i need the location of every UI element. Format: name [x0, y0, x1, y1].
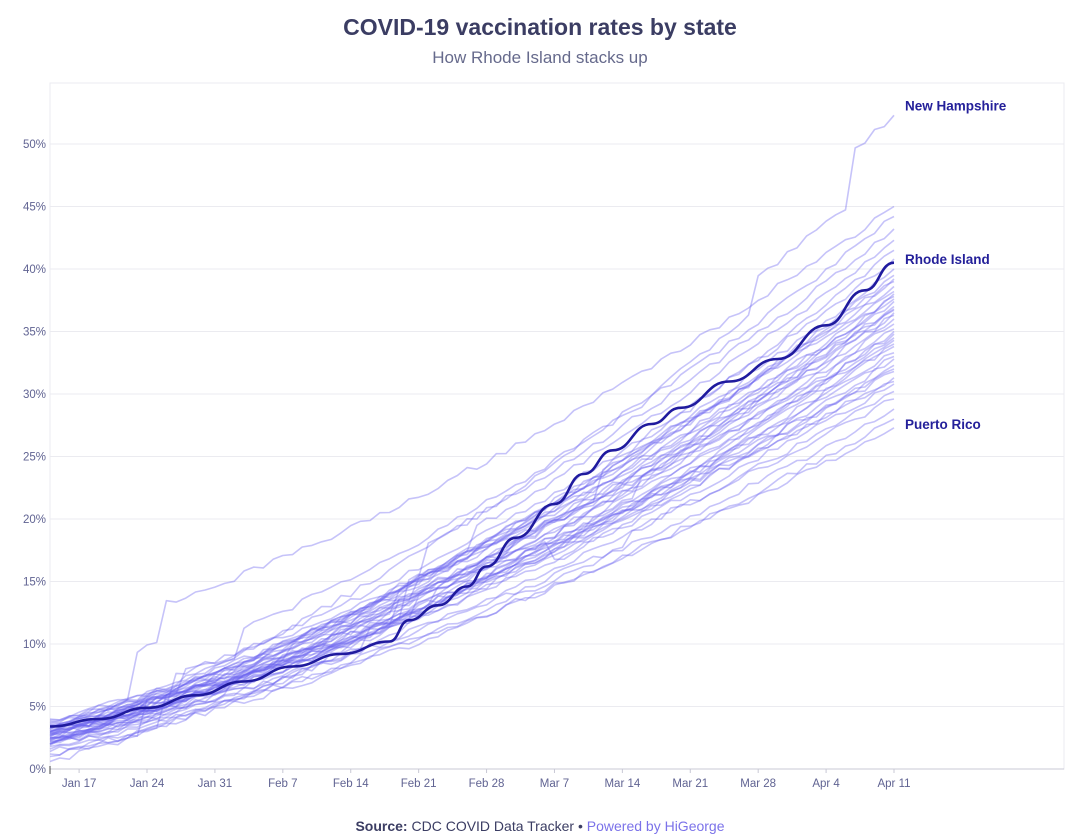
state-line-s36 [49, 330, 895, 758]
x-tick-label: Apr 11 [877, 778, 910, 790]
state-line-s04 [49, 215, 895, 727]
state-line-s20 [49, 323, 895, 730]
y-tick-label: 15% [23, 577, 46, 589]
rhode-island-line [49, 261, 895, 728]
chart-subtitle: How Rhode Island stacks up [432, 48, 648, 67]
y-tick-label: 45% [23, 202, 46, 214]
y-tick-label: 5% [29, 702, 46, 714]
state-line-s41 [49, 308, 895, 745]
state-line-s31 [49, 390, 895, 745]
state-line-s13 [49, 290, 895, 734]
label-puerto-rico: Puerto Rico [905, 417, 981, 432]
label-rhode-island: Rhode Island [905, 252, 990, 267]
state-line-s38 [49, 368, 895, 753]
state-line-new-hampshire [49, 114, 895, 733]
x-tick-label: Feb 14 [333, 778, 369, 790]
state-line-s27 [49, 364, 895, 740]
chart-title: COVID-19 vaccination rates by state [343, 14, 737, 40]
x-tick-label: Mar 7 [540, 778, 569, 790]
y-tick-label: 50% [23, 139, 46, 151]
axes: 0% 5% 10% 15% 20% 25% 30% 35% 40% 45% 50% Jan 17 Jan… [23, 139, 1064, 790]
state-line-s29 [49, 377, 895, 743]
footer-separator: • [577, 818, 583, 834]
state-line-s18 [49, 314, 895, 725]
state-line-s33 [49, 408, 895, 748]
x-tick-label: Jan 31 [198, 778, 233, 790]
footer: Source: CDC COVID Data Tracker • Powered… [0, 818, 1080, 834]
state-line-s26 [49, 358, 895, 733]
state-line-s32 [50, 398, 895, 739]
gridlines [49, 82, 1065, 770]
y-tick-label: 0% [29, 764, 46, 776]
state-line-s09 [49, 268, 895, 738]
x-tick-label: Feb 21 [401, 778, 437, 790]
x-tick-label: Mar 28 [740, 778, 776, 790]
highlight-line [49, 261, 895, 728]
powered-by-link[interactable]: Powered by HiGeorge [586, 818, 725, 834]
state-line-s06 [49, 239, 895, 730]
state-line-s39 [49, 312, 895, 722]
state-line-s07 [49, 249, 895, 739]
series-labels: New Hampshire Rhode Island Puerto Rico [905, 98, 1007, 432]
y-tick-label: 35% [23, 327, 46, 339]
state-line-s34 [49, 418, 895, 750]
state-line-s17 [49, 309, 895, 736]
y-tick-label: 30% [23, 389, 46, 401]
state-line-s11 [49, 280, 895, 743]
state-line-s05 [49, 228, 895, 735]
y-tick-label: 25% [23, 452, 46, 464]
x-tick-label: Feb 28 [469, 778, 505, 790]
y-tick-label: 40% [23, 264, 46, 276]
state-line-s16 [49, 305, 895, 733]
x-tick-label: Mar 14 [604, 778, 640, 790]
state-line-puerto-rico [49, 427, 895, 745]
state-line-s23 [49, 339, 895, 729]
state-line-s42 [49, 380, 895, 728]
state-line-s35 [49, 355, 895, 756]
state-line-s40 [49, 337, 895, 724]
x-tick-label: Jan 24 [130, 778, 165, 790]
x-tick-label: Apr 4 [812, 778, 840, 790]
state-line-s30 [49, 383, 895, 737]
state-lines [49, 114, 895, 763]
x-tick-label: Jan 17 [62, 778, 97, 790]
state-line-s12 [49, 285, 895, 732]
x-tick-label: Mar 21 [672, 778, 708, 790]
source-label: Source: [355, 818, 408, 834]
y-tick-label: 20% [23, 514, 46, 526]
state-line-s14 [49, 295, 895, 728]
state-line-s03 [49, 205, 895, 721]
state-line-s19 [49, 318, 895, 742]
line-chart: 0% 5% 10% 15% 20% 25% 30% 35% 40% 45% 50% Jan 17 Jan… [23, 82, 1065, 790]
x-tick-label: Feb 7 [268, 778, 297, 790]
state-line-s24 [49, 345, 895, 738]
state-line-s10 [49, 274, 895, 724]
y-tick-label: 10% [23, 639, 46, 651]
label-new-hampshire: New Hampshire [905, 98, 1007, 113]
state-line-s43 [49, 278, 895, 734]
state-line-s08 [49, 258, 895, 733]
source-text: CDC COVID Data Tracker [411, 818, 575, 834]
